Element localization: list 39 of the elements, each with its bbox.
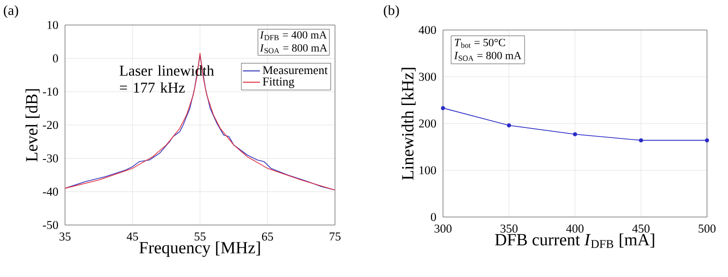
y-tick-label: -20: [42, 120, 58, 130]
y-tick-label: -50: [42, 220, 58, 230]
x-tick-label: 65: [262, 232, 274, 241]
legend-label: Fitting: [262, 78, 294, 88]
y-tick-label: 0: [430, 212, 436, 222]
y-tick-label: -10: [42, 88, 58, 96]
legend-label: Measurement: [262, 66, 328, 74]
y-axis-title: Level [dB]: [26, 89, 40, 162]
point: [639, 138, 644, 142]
point: [507, 123, 512, 128]
y-tick-label: -30: [42, 154, 58, 162]
annotation: I$_{DFB}$ = 400 mA: [260, 31, 327, 40]
x-axis-title: Frequency [MHz]: [139, 241, 260, 257]
chart-title: (a): [4, 5, 18, 18]
x-tick-label: 35: [60, 232, 71, 241]
annotation: I$_{SOA}$ = 800 mA: [260, 44, 328, 54]
x-tick-label: 450: [632, 224, 650, 233]
y-tick-label: 0: [52, 54, 58, 62]
y-tick-label: -40: [42, 188, 58, 196]
x-tick-label: 55: [194, 232, 206, 240]
x-tick-label: 400: [566, 224, 584, 233]
x-axis-title: DFB current I$_{DFB}$ [mA]: [495, 234, 654, 248]
point: [441, 106, 446, 110]
x-tick-label: 75: [330, 232, 341, 240]
x-tick-label: 45: [126, 232, 138, 241]
y-tick-label: 100: [420, 166, 436, 174]
x-tick-label: 500: [698, 224, 716, 233]
y-axis-title: Linewidth [kHz]: [402, 68, 416, 180]
chart-title: (b): [384, 5, 399, 18]
point: [705, 138, 709, 142]
x-tick-label: 350: [500, 224, 518, 233]
x-tick-label: 300: [434, 224, 452, 233]
y-tick-label: 200: [419, 119, 436, 128]
y-tick-label: 10: [48, 20, 58, 30]
y-tick-label: 400: [418, 26, 436, 34]
point: [573, 132, 578, 136]
annotation: I$_{SOA}$ = 800 mA: [454, 52, 522, 61]
y-tick-label: 300: [419, 72, 436, 81]
annotation: T$_{bot}$ = 50°C: [454, 38, 506, 48]
